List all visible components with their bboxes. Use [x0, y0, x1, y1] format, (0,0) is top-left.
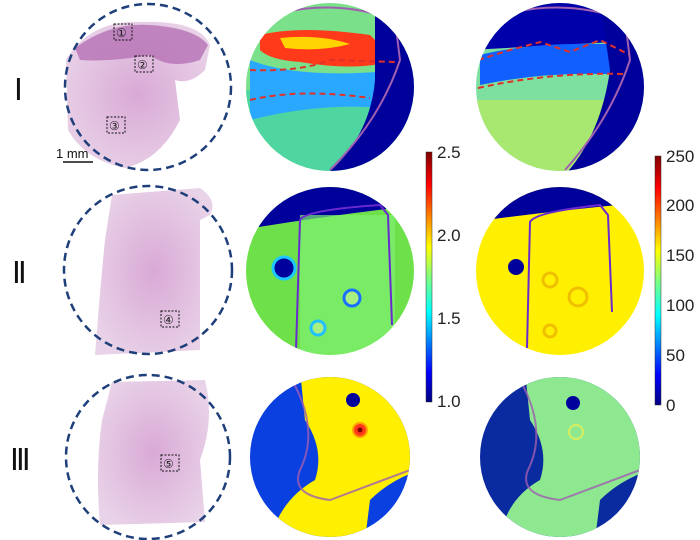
map-row1-ratio	[246, 3, 414, 171]
colorbar-2-tick: 0	[666, 396, 675, 415]
map-row1-intensity	[476, 3, 644, 171]
marker-5: ⑤	[163, 457, 174, 471]
colorbar-1-tick: 2.5	[437, 143, 461, 162]
map-row3-intensity	[480, 377, 640, 537]
colorbar-2-tick: 200	[666, 196, 694, 215]
circle-outline	[63, 2, 233, 172]
row-label-1: Ⅰ	[14, 74, 23, 107]
row-label-3: Ⅲ	[10, 444, 31, 477]
colorbar-2-tick: 250	[666, 147, 694, 166]
colorbar-ratio	[425, 151, 433, 403]
histology-image-2: ④	[62, 184, 234, 356]
map-row2-intensity	[476, 187, 644, 355]
marker-3: ③	[109, 119, 120, 133]
colorbar-intensity	[654, 155, 662, 406]
colorbar-2-tick: 50	[666, 346, 685, 365]
histology-image-1: ① ② ③ 1 mm	[56, 2, 233, 172]
map-row3-ratio	[250, 377, 410, 537]
scale-bar-label: 1 mm	[56, 146, 89, 161]
circle-outline	[62, 184, 234, 356]
colorbar-1-tick: 2.0	[437, 226, 461, 245]
marker-2: ②	[137, 58, 148, 72]
row-label-2: Ⅱ	[12, 257, 27, 290]
colorbar-1-tick: 1.5	[437, 309, 461, 328]
colorbar-1-tick: 1.0	[437, 392, 461, 411]
marker-4: ④	[163, 313, 174, 327]
map-row2-ratio	[246, 187, 414, 355]
histology-image-3: ⑤	[64, 373, 232, 540]
colorbar-2-tick: 100	[666, 296, 694, 315]
marker-1: ①	[116, 26, 127, 40]
colorbar-2-tick: 150	[666, 246, 694, 265]
circle-outline	[64, 373, 232, 540]
